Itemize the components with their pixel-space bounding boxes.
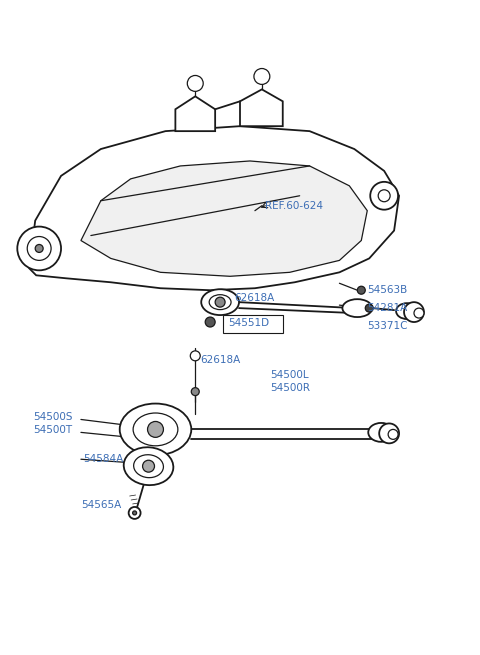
Polygon shape xyxy=(29,126,399,290)
Ellipse shape xyxy=(209,295,231,310)
Circle shape xyxy=(378,190,390,202)
Ellipse shape xyxy=(201,290,239,315)
Circle shape xyxy=(187,75,203,92)
Circle shape xyxy=(27,236,51,261)
Text: 54500S: 54500S xyxy=(33,413,72,422)
Circle shape xyxy=(365,304,373,312)
Polygon shape xyxy=(175,96,215,131)
Text: 54584A: 54584A xyxy=(83,454,123,464)
Circle shape xyxy=(35,244,43,252)
Text: 54551D: 54551D xyxy=(228,318,269,328)
Circle shape xyxy=(379,423,399,443)
Circle shape xyxy=(129,507,141,519)
Ellipse shape xyxy=(133,413,178,446)
Text: REF.60-624: REF.60-624 xyxy=(265,200,323,211)
Circle shape xyxy=(404,302,424,322)
Text: 54500L: 54500L xyxy=(270,369,309,380)
FancyBboxPatch shape xyxy=(223,315,283,333)
Ellipse shape xyxy=(133,455,163,477)
Circle shape xyxy=(215,297,225,307)
Text: 62618A: 62618A xyxy=(200,355,240,365)
Circle shape xyxy=(192,388,199,396)
Text: 62618A: 62618A xyxy=(234,293,274,303)
Ellipse shape xyxy=(124,447,173,485)
Text: 54281A: 54281A xyxy=(367,303,408,313)
Circle shape xyxy=(17,227,61,271)
Text: 54500T: 54500T xyxy=(33,425,72,436)
Circle shape xyxy=(143,460,155,472)
Circle shape xyxy=(388,430,398,440)
Ellipse shape xyxy=(368,423,394,442)
Ellipse shape xyxy=(120,403,192,455)
Text: 54500R: 54500R xyxy=(270,383,310,392)
Ellipse shape xyxy=(342,299,372,317)
Text: 53371C: 53371C xyxy=(367,321,408,331)
Circle shape xyxy=(370,182,398,210)
Circle shape xyxy=(357,286,365,294)
Text: 54565A: 54565A xyxy=(81,500,121,510)
Circle shape xyxy=(414,308,424,318)
Circle shape xyxy=(254,69,270,84)
Circle shape xyxy=(190,351,200,361)
Polygon shape xyxy=(81,161,367,276)
Circle shape xyxy=(205,317,215,327)
Polygon shape xyxy=(240,89,283,126)
Ellipse shape xyxy=(396,303,418,319)
Circle shape xyxy=(147,421,164,438)
Text: 54563B: 54563B xyxy=(367,285,408,295)
Circle shape xyxy=(132,511,137,515)
